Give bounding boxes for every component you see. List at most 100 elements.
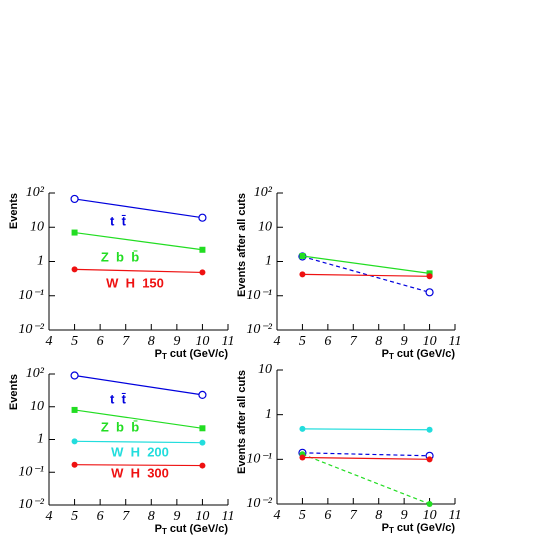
marker <box>299 271 306 278</box>
x-tick-label: 5 <box>71 509 78 524</box>
x-tick-label: 9 <box>401 334 408 349</box>
series-line <box>74 440 203 444</box>
series-label: t t̄ <box>110 391 127 406</box>
x-tick-label: 6 <box>324 334 331 349</box>
x-tick-label: 5 <box>71 334 78 349</box>
y-tick-label: 10 <box>30 219 44 234</box>
series-line <box>302 456 430 460</box>
marker <box>299 454 306 461</box>
series-line <box>74 198 203 219</box>
marker <box>71 266 78 273</box>
series-label: W H 200 <box>111 444 169 459</box>
x-tick-label: 4 <box>274 334 281 349</box>
x-axis-title-part: T <box>162 352 167 361</box>
series-label: Z b b̄ <box>101 249 139 264</box>
x-tick-label: 7 <box>350 508 358 523</box>
marker <box>299 252 306 259</box>
y-tick-label: 10 <box>258 219 272 234</box>
marker <box>70 194 79 204</box>
y-tick-label: 10² <box>26 366 45 381</box>
series-line <box>74 464 203 467</box>
y-tick-label: 10² <box>254 185 273 200</box>
x-tick-label: 7 <box>122 334 130 349</box>
x-tick-label: 9 <box>173 334 180 349</box>
marker <box>426 501 433 507</box>
marker <box>199 425 206 432</box>
x-tick-label: 11 <box>449 334 462 349</box>
y-tick-label: 10² <box>26 185 45 200</box>
x-axis-title: PT cut (GeV/c) <box>155 348 229 361</box>
x-tick-label: 4 <box>274 508 281 523</box>
y-tick-label: 1 <box>37 254 44 269</box>
y-tick-label: 10⁻² <box>18 322 44 337</box>
series-line <box>302 453 430 505</box>
y-tick-label: 10⁻² <box>246 496 272 511</box>
x-axis-title-part: cut (GeV/c) <box>167 348 228 360</box>
y-tick-label: 1 <box>37 432 44 447</box>
marker <box>299 425 306 432</box>
x-axis-title: PT cut (GeV/c) <box>382 348 456 361</box>
y-tick-label: 10 <box>30 399 44 414</box>
y-tick-label: 10⁻² <box>18 497 44 512</box>
x-tick-label: 7 <box>350 334 358 349</box>
marker <box>71 461 78 468</box>
series-line <box>74 374 203 396</box>
series-label: W H 300 <box>111 465 169 480</box>
marker <box>426 456 433 463</box>
x-tick-label: 5 <box>299 334 306 349</box>
series-line <box>302 255 430 274</box>
series-line <box>302 273 430 277</box>
marker <box>70 371 79 380</box>
x-tick-label: 8 <box>375 508 382 523</box>
x-axis-title-part: P <box>155 523 162 535</box>
x-tick-label: 6 <box>97 509 104 524</box>
x-tick-label: 10 <box>195 509 209 524</box>
marker <box>199 462 206 469</box>
y-tick-label: 10⁻¹ <box>246 452 272 467</box>
y-tick-label: 10⁻¹ <box>18 464 44 479</box>
series-label: t t̄ <box>110 213 127 228</box>
series-label: W H 150 <box>106 275 164 290</box>
x-axis-title: PT cut (GeV/c) <box>155 523 229 536</box>
x-axis-title-part: cut (GeV/c) <box>394 522 455 534</box>
series-line <box>302 255 430 293</box>
marker <box>199 269 206 276</box>
marker <box>425 288 434 297</box>
x-tick-label: 11 <box>449 508 462 523</box>
x-tick-label: 9 <box>173 509 180 524</box>
x-axis-title-part: cut (GeV/c) <box>394 348 455 360</box>
marker <box>426 426 433 433</box>
y-axis-title: Events after all cuts <box>236 370 248 474</box>
x-tick-label: 4 <box>46 334 53 349</box>
x-axis-title-part: P <box>155 348 162 360</box>
x-tick-label: 5 <box>299 508 306 523</box>
y-tick-label: 1 <box>265 407 272 422</box>
x-axis-title-part: T <box>162 527 167 536</box>
series-line <box>74 409 203 429</box>
marker <box>71 438 78 445</box>
x-tick-label: 10 <box>423 334 437 349</box>
x-tick-label: 6 <box>97 334 104 349</box>
x-tick-label: 8 <box>148 509 155 524</box>
y-axis-title: Events <box>8 374 20 410</box>
x-tick-label: 4 <box>46 509 53 524</box>
x-tick-label: 6 <box>324 508 331 523</box>
marker <box>426 273 433 280</box>
x-axis-title-part: P <box>382 522 389 534</box>
x-axis-title: PT cut (GeV/c) <box>382 522 456 535</box>
marker <box>198 390 207 400</box>
y-axis-title: Events <box>8 193 20 229</box>
x-tick-label: 10 <box>195 334 209 349</box>
x-tick-label: 7 <box>122 509 130 524</box>
x-tick-label: 11 <box>222 334 235 349</box>
series-line <box>74 231 203 251</box>
y-tick-label: 1 <box>265 254 272 269</box>
y-tick-label: 10⁻¹ <box>246 288 272 303</box>
marker <box>199 439 206 446</box>
x-axis-title-part: P <box>382 348 389 360</box>
series-label: Z b b̄ <box>101 419 139 434</box>
x-tick-label: 11 <box>222 509 235 524</box>
y-tick-label: 10⁻¹ <box>18 288 44 303</box>
marker <box>199 246 206 253</box>
